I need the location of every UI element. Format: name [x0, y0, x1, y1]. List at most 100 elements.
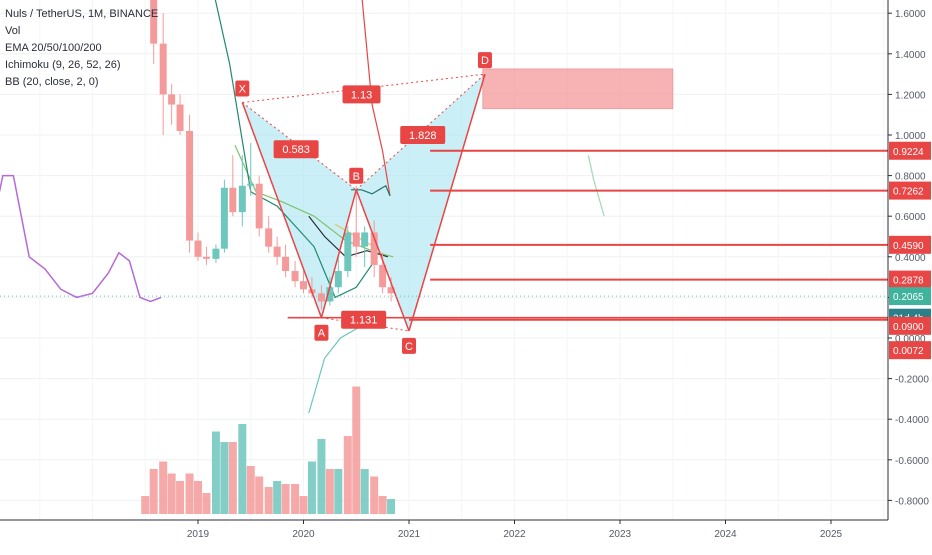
- candle-body[interactable]: [186, 130, 194, 241]
- volume-bar: [334, 469, 343, 514]
- candle-body[interactable]: [334, 271, 342, 288]
- candle-body[interactable]: [238, 185, 246, 213]
- candle-body[interactable]: [212, 248, 220, 259]
- volume-bar: [264, 487, 273, 514]
- price-label-green[interactable]: 0.2065: [889, 287, 931, 306]
- ratio-label-text: 0.583: [282, 144, 310, 156]
- price-label-text: 0.2878: [893, 276, 924, 287]
- candle-body[interactable]: [300, 281, 307, 290]
- time-tick-label: 2021: [398, 529, 421, 540]
- candle-body[interactable]: [387, 287, 395, 294]
- candle-body[interactable]: [229, 187, 237, 213]
- pattern-point-label-bg: [477, 52, 492, 69]
- candle-body[interactable]: [265, 228, 273, 247]
- candle-body[interactable]: [273, 246, 281, 257]
- candle-body[interactable]: [194, 240, 202, 257]
- pattern-point-d[interactable]: D: [477, 52, 492, 69]
- ratio-label[interactable]: 1.13: [342, 85, 381, 104]
- indicator-line: [350, 184, 391, 197]
- candle-body[interactable]: [291, 271, 299, 282]
- candle-body[interactable]: [379, 264, 387, 288]
- price-label-bg: [889, 287, 931, 306]
- legend-ichimoku[interactable]: Ichimoku (9, 26, 52, 26): [5, 59, 121, 71]
- pattern-leg: [320, 189, 357, 318]
- legend-bollinger[interactable]: BB (20, close, 2, 0): [5, 76, 99, 88]
- candle-body[interactable]: [202, 256, 210, 259]
- target-zone-box[interactable]: [482, 68, 674, 110]
- time-tick-label: 2024: [714, 529, 737, 540]
- pattern-point-a[interactable]: A: [314, 324, 329, 341]
- candle-body[interactable]: [326, 287, 334, 302]
- price-label-bg: [889, 141, 931, 160]
- ratio-label-text: 1.13: [351, 89, 372, 101]
- candle-body[interactable]: [361, 232, 369, 247]
- candle-body[interactable]: [352, 232, 360, 247]
- ratio-label-text: 1.131: [350, 315, 378, 327]
- legend-symbol[interactable]: Nuls / TetherUS, 1M, BINANCE: [5, 8, 159, 20]
- volume-bar: [176, 481, 185, 514]
- volume-bar: [185, 473, 194, 514]
- price-label-bg: [889, 341, 931, 360]
- indicator-line: [214, 0, 378, 299]
- candle-body[interactable]: [370, 232, 378, 265]
- volume-bar: [281, 484, 290, 514]
- candle-body[interactable]: [159, 43, 167, 95]
- pattern-point-label: B: [353, 171, 360, 183]
- volume-bar: [194, 481, 202, 514]
- volume-bar: [246, 466, 255, 514]
- price-tick-label: -0.6000: [895, 456, 929, 467]
- ratio-label[interactable]: 1.828: [400, 126, 446, 144]
- candle-body[interactable]: [247, 183, 255, 186]
- candle-body[interactable]: [282, 256, 290, 272]
- volume-bar: [149, 469, 158, 514]
- candle-body[interactable]: [317, 293, 325, 302]
- price-tick-label: -0.2000: [895, 375, 929, 386]
- price-label-bg: [889, 235, 931, 254]
- price-label-red[interactable]: 0.4590: [889, 235, 931, 254]
- pattern-point-label: D: [481, 55, 489, 67]
- purple-indicator-line: [0, 174, 162, 303]
- legend-volume[interactable]: Vol: [5, 25, 21, 37]
- pattern-point-c[interactable]: C: [402, 337, 416, 354]
- time-tick-label: 2023: [609, 529, 632, 540]
- ratio-label[interactable]: 1.131: [341, 310, 387, 329]
- grid-lines: [0, 0, 888, 520]
- pattern-point-label: A: [318, 328, 326, 340]
- pattern-point-x[interactable]: X: [235, 80, 250, 97]
- time-tick-label: 2022: [503, 529, 526, 540]
- candle-body[interactable]: [220, 187, 228, 249]
- candle-body[interactable]: [344, 232, 352, 272]
- indicator-line: [361, 0, 391, 196]
- candle-body[interactable]: [255, 183, 263, 229]
- pattern-point-label-bg: [314, 324, 329, 341]
- candle-body[interactable]: [150, 0, 158, 44]
- ratio-label-text: 1.828: [409, 130, 437, 142]
- volume-bar: [238, 424, 247, 514]
- price-label-red[interactable]: 0.0072: [889, 341, 931, 360]
- price-label-red[interactable]: 0.2878: [889, 270, 931, 289]
- legend-ema[interactable]: EMA 20/50/100/200: [5, 42, 102, 54]
- pattern-point-b[interactable]: B: [349, 167, 364, 184]
- volume-bar: [255, 476, 264, 514]
- candle-body[interactable]: [176, 104, 184, 131]
- candle-body[interactable]: [168, 94, 176, 105]
- pattern-point-label: X: [239, 84, 247, 96]
- price-label-red[interactable]: 0.0900: [889, 316, 931, 335]
- ratio-label-bg: [341, 310, 387, 329]
- level-lines: [287, 149, 888, 321]
- volume-bar: [387, 499, 396, 514]
- volume-bar: [159, 461, 168, 514]
- volume-bar: [343, 436, 352, 514]
- ratio-label[interactable]: 0.583: [273, 140, 319, 159]
- price-label-red[interactable]: 0.9224: [889, 141, 931, 160]
- chart-legend: Nuls / TetherUS, 1M, BINANCE Vol EMA 20/…: [5, 6, 158, 91]
- ratio-label-bg: [273, 140, 319, 159]
- volume-bar: [291, 484, 300, 514]
- price-label-text: 0.0072: [893, 346, 924, 357]
- price-label-red[interactable]: 0.7262: [889, 181, 931, 200]
- price-tick-label: 1.6000: [895, 9, 926, 20]
- volume-bar: [360, 469, 369, 514]
- price-tick-label: 1.0000: [895, 131, 926, 142]
